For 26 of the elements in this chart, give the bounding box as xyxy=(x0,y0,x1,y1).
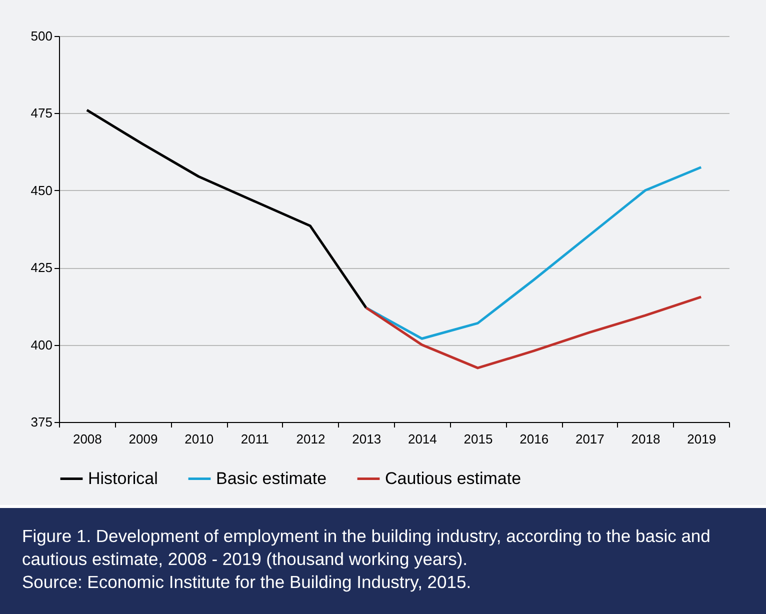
x-tick-label: 2018 xyxy=(631,432,660,446)
x-tick-label: 2013 xyxy=(352,432,382,446)
y-tick-label: 450 xyxy=(30,182,52,198)
x-tick-label: 2008 xyxy=(72,432,102,446)
legend-label: Cautious estimate xyxy=(385,468,522,488)
line-series xyxy=(364,166,702,340)
x-tick-label: 2010 xyxy=(184,432,214,446)
y-tick-label: 475 xyxy=(30,106,52,121)
y-tick-label: 400 xyxy=(30,337,52,352)
legend-label: Historical xyxy=(88,468,158,488)
x-tick-label: 2017 xyxy=(575,432,604,446)
x-tick-label: 2011 xyxy=(240,432,269,446)
x-tick-label: 2009 xyxy=(128,432,158,446)
y-tick-label: 425 xyxy=(30,260,52,276)
legend-label: Basic estimate xyxy=(216,468,327,488)
x-tick-label: 2012 xyxy=(296,432,326,446)
y-tick-label: 375 xyxy=(30,414,52,430)
x-tick-label: 2014 xyxy=(408,432,437,446)
x-tick-label: 2016 xyxy=(520,432,549,446)
x-tick-label: 2019 xyxy=(687,432,716,446)
x-tick-label: 2015 xyxy=(464,432,493,446)
y-tick-label: 500 xyxy=(30,28,52,44)
source-note: Source: Economic Institute for the Building Industry, 2015. xyxy=(22,571,472,594)
line-series xyxy=(364,296,702,370)
line-series xyxy=(86,108,368,309)
text: Figure 1. Development of employment in the building industry, according to the basic and cautious estimate, 2008 - 2019 (thousand working years). xyxy=(22,525,712,571)
